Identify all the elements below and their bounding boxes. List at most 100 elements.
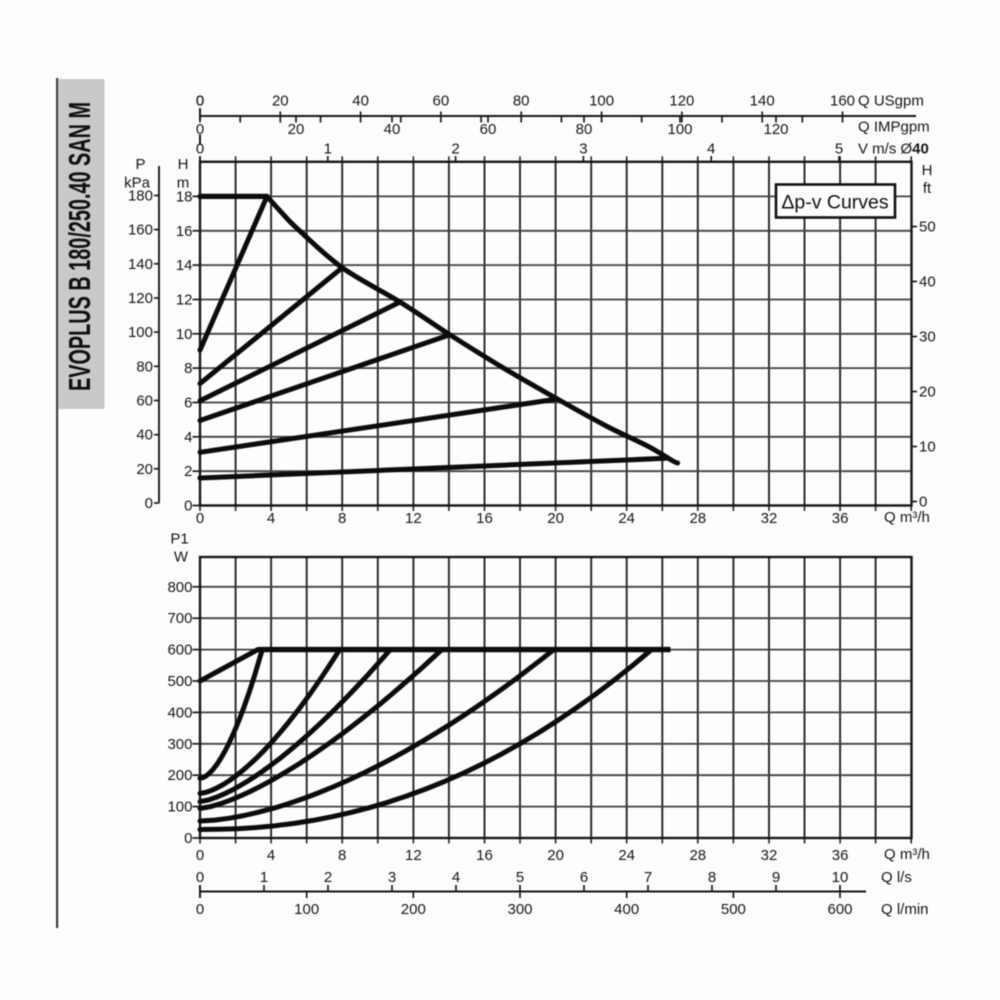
svg-text:8: 8	[338, 847, 346, 864]
svg-text:40: 40	[919, 274, 936, 291]
svg-text:600: 600	[167, 642, 192, 659]
svg-text:12: 12	[405, 510, 422, 527]
svg-text:6: 6	[184, 395, 192, 412]
svg-text:100: 100	[294, 901, 319, 918]
svg-text:180: 180	[128, 188, 153, 205]
svg-text:300: 300	[507, 901, 532, 918]
svg-text:4: 4	[184, 429, 192, 446]
svg-text:0: 0	[184, 830, 192, 847]
svg-text:7: 7	[644, 869, 652, 886]
svg-text:80: 80	[576, 121, 593, 138]
svg-text:400: 400	[614, 901, 639, 918]
svg-text:24: 24	[618, 847, 635, 864]
svg-text:5: 5	[516, 869, 524, 886]
svg-text:30: 30	[919, 329, 936, 346]
svg-text:0: 0	[184, 498, 192, 515]
svg-text:6: 6	[580, 869, 588, 886]
svg-text:500: 500	[167, 673, 192, 690]
svg-text:H: H	[178, 156, 189, 173]
svg-text:1: 1	[260, 869, 268, 886]
svg-text:18: 18	[176, 188, 193, 205]
svg-text:700: 700	[167, 610, 192, 627]
svg-text:60: 60	[136, 393, 153, 410]
svg-text:10: 10	[919, 439, 936, 456]
svg-text:24: 24	[618, 510, 635, 527]
svg-text:60: 60	[480, 121, 497, 138]
svg-text:2: 2	[451, 141, 459, 158]
svg-text:40: 40	[352, 93, 369, 110]
svg-text:Q m³/h: Q m³/h	[884, 509, 930, 526]
svg-text:Q l/min: Q l/min	[881, 901, 929, 918]
svg-text:0: 0	[196, 141, 204, 158]
svg-text:300: 300	[167, 736, 192, 753]
svg-text:0: 0	[196, 93, 204, 110]
svg-text:0: 0	[196, 121, 204, 138]
svg-text:100: 100	[589, 93, 614, 110]
svg-text:80: 80	[136, 358, 153, 375]
svg-text:kPa: kPa	[124, 175, 151, 192]
svg-text:8: 8	[338, 510, 346, 527]
svg-text:9: 9	[772, 869, 780, 886]
svg-text:0: 0	[919, 494, 927, 511]
svg-text:40: 40	[384, 121, 401, 138]
svg-text:120: 120	[669, 93, 694, 110]
svg-text:0: 0	[145, 495, 153, 512]
svg-text:20: 20	[288, 121, 305, 138]
svg-text:40: 40	[136, 427, 153, 444]
svg-text:140: 140	[128, 256, 153, 273]
svg-text:P: P	[135, 156, 145, 173]
svg-text:32: 32	[761, 847, 778, 864]
svg-text:2: 2	[184, 463, 192, 480]
svg-text:100: 100	[667, 121, 692, 138]
svg-text:Q IMPgpm: Q IMPgpm	[858, 119, 930, 136]
svg-text:EVOPLUS B 180/250.40 SAN M: EVOPLUS B 180/250.40 SAN M	[62, 102, 97, 391]
svg-text:3: 3	[388, 869, 396, 886]
svg-text:80: 80	[513, 93, 530, 110]
svg-text:60: 60	[433, 93, 450, 110]
svg-text:140: 140	[750, 93, 775, 110]
svg-text:4: 4	[267, 847, 275, 864]
svg-text:400: 400	[167, 704, 192, 721]
svg-text:0: 0	[196, 510, 204, 527]
svg-text:28: 28	[689, 847, 706, 864]
svg-text:4: 4	[452, 869, 460, 886]
svg-text:36: 36	[832, 847, 849, 864]
svg-text:28: 28	[689, 510, 706, 527]
svg-text:20: 20	[272, 93, 289, 110]
svg-text:10: 10	[832, 869, 849, 886]
svg-text:5: 5	[835, 141, 843, 158]
svg-text:Δp-v Curves: Δp-v Curves	[781, 192, 889, 214]
svg-text:32: 32	[761, 510, 778, 527]
svg-text:3: 3	[579, 141, 587, 158]
svg-text:20: 20	[547, 510, 564, 527]
svg-text:16: 16	[176, 223, 193, 240]
svg-text:200: 200	[401, 901, 426, 918]
svg-text:12: 12	[405, 847, 422, 864]
svg-text:1: 1	[324, 141, 332, 158]
svg-text:600: 600	[827, 901, 852, 918]
svg-text:4: 4	[267, 510, 275, 527]
svg-text:16: 16	[476, 847, 493, 864]
svg-text:0: 0	[196, 847, 204, 864]
svg-text:8: 8	[708, 869, 716, 886]
svg-text:500: 500	[721, 901, 746, 918]
svg-text:160: 160	[128, 222, 153, 239]
svg-text:V m/s Ø40: V m/s Ø40	[858, 141, 929, 158]
svg-text:12: 12	[176, 292, 193, 309]
svg-text:14: 14	[176, 257, 193, 274]
svg-text:2: 2	[324, 869, 332, 886]
svg-text:W: W	[174, 549, 189, 566]
svg-text:120: 120	[763, 121, 788, 138]
svg-text:16: 16	[476, 510, 493, 527]
svg-text:m: m	[177, 175, 190, 192]
svg-text:20: 20	[547, 847, 564, 864]
svg-text:P1: P1	[170, 531, 188, 548]
svg-text:160: 160	[830, 93, 855, 110]
svg-text:Q USgpm: Q USgpm	[858, 93, 924, 110]
svg-text:100: 100	[128, 324, 153, 341]
svg-text:8: 8	[184, 360, 192, 377]
svg-text:Q l/s: Q l/s	[881, 869, 912, 886]
svg-text:0: 0	[196, 869, 204, 886]
svg-text:10: 10	[176, 326, 193, 343]
svg-text:H: H	[922, 162, 933, 179]
